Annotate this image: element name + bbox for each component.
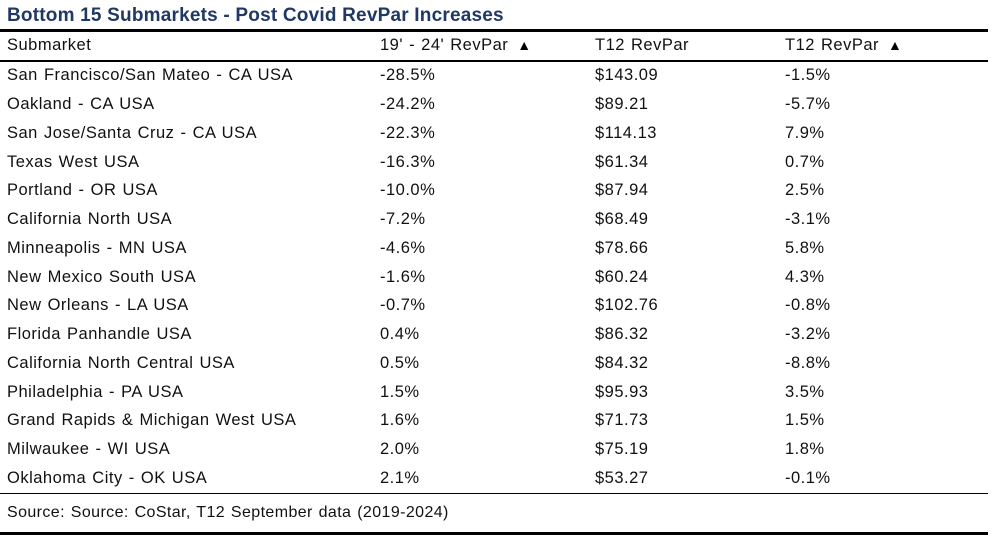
t12-revpar-change-cell: 1.5%	[785, 411, 825, 430]
t12-revpar-cell: $87.94	[595, 181, 649, 200]
submarket-cell: California North Central USA	[7, 353, 235, 372]
t12-revpar-cell: $86.32	[595, 325, 649, 344]
submarket-cell: California North USA	[7, 210, 173, 229]
t12-revpar-change-cell: -3.2%	[785, 325, 831, 344]
t12-revpar-cell: $71.73	[595, 411, 649, 430]
column-header-label: T12 RevPar	[785, 36, 880, 54]
t12-revpar-change-cell: -0.8%	[785, 296, 831, 315]
t12-revpar-cell: $102.76	[595, 296, 659, 315]
t12-revpar-change-cell: -8.8%	[785, 353, 831, 372]
table-row: Florida Panhandle USA 0.4% $86.32 -3.2%	[0, 320, 992, 349]
submarket-cell: Florida Panhandle USA	[7, 325, 192, 344]
revpar-change-19-24-cell: 0.5%	[380, 353, 420, 372]
table-row: San Jose/Santa Cruz - CA USA -22.3% $114.1…	[0, 119, 992, 148]
table-row: San Francisco/San Mateo - CA USA -28.5% $1…	[0, 62, 992, 91]
t12-revpar-change-cell: 5.8%	[785, 238, 825, 257]
submarket-cell: Grand Rapids & Michigan West USA	[7, 411, 297, 430]
table-row: Grand Rapids & Michigan West USA 1.6% $71.…	[0, 407, 992, 436]
revpar-change-19-24-cell: -16.3%	[380, 152, 436, 171]
revpar-change-19-24-cell: -22.3%	[380, 123, 436, 142]
revpar-change-19-24-cell: 1.5%	[380, 382, 420, 401]
t12-revpar-cell: $78.66	[595, 238, 649, 257]
table-row: Texas West USA -16.3% $61.34 0.7%	[0, 148, 992, 177]
t12-revpar-change-cell: -5.7%	[785, 95, 831, 114]
submarket-cell: Oklahoma City - OK USA	[7, 468, 208, 487]
table-row: Oklahoma City - OK USA 2.1% $53.27 -0.1%	[0, 464, 992, 493]
t12-revpar-change-cell: 0.7%	[785, 152, 825, 171]
column-header-t12-revpar: T12 RevPar ▲	[785, 36, 992, 55]
t12-revpar-change-cell: 1.8%	[785, 440, 825, 459]
delta-up-icon: ▲	[517, 37, 532, 53]
t12-revpar-cell: $84.32	[595, 353, 649, 372]
submarket-cell: Texas West USA	[7, 152, 140, 171]
column-header-submarket: Submarket	[7, 36, 380, 55]
revpar-change-19-24-cell: -24.2%	[380, 95, 436, 114]
revpar-change-19-24-cell: 2.1%	[380, 468, 420, 487]
submarket-cell: Portland - OR USA	[7, 181, 158, 200]
column-header-19-24-revpar: 19' - 24' RevPar ▲	[380, 36, 595, 55]
submarket-cell: San Francisco/San Mateo - CA USA	[7, 66, 294, 85]
t12-revpar-cell: $114.13	[595, 123, 657, 142]
table-row: California North Central USA 0.5% $84.32 -8…	[0, 349, 992, 378]
t12-revpar-change-cell: -3.1%	[785, 210, 831, 229]
table-row: Portland - OR USA -10.0% $87.94 2.5%	[0, 177, 992, 206]
t12-revpar-cell: $61.34	[595, 152, 649, 171]
revpar-change-19-24-cell: -4.6%	[380, 238, 426, 257]
t12-revpar-cell: $89.21	[595, 95, 649, 114]
title-divider	[0, 29, 988, 32]
revpar-change-19-24-cell: -28.5%	[380, 66, 436, 85]
submarket-cell: Philadelphia - PA USA	[7, 382, 184, 401]
revpar-change-19-24-cell: 1.6%	[380, 411, 420, 430]
source-note: Source: Source: CoStar, T12 September da…	[7, 504, 449, 522]
revpar-change-19-24-cell: -10.0%	[380, 181, 436, 200]
t12-revpar-change-cell: -1.5%	[785, 66, 831, 85]
revpar-change-19-24-cell: -7.2%	[380, 210, 426, 229]
revpar-change-19-24-cell: -1.6%	[380, 267, 426, 286]
table-row: New Mexico South USA -1.6% $60.24 4.3%	[0, 263, 992, 292]
column-header-label: Submarket	[7, 36, 92, 54]
t12-revpar-cell: $143.09	[595, 66, 659, 85]
revpar-change-19-24-cell: 0.4%	[380, 325, 420, 344]
submarket-cell: Minneapolis - MN USA	[7, 238, 187, 257]
t12-revpar-change-cell: 3.5%	[785, 382, 825, 401]
table-row: Milwaukee - WI USA 2.0% $75.19 1.8%	[0, 435, 992, 464]
header-divider	[0, 59, 988, 62]
t12-revpar-change-cell: 4.3%	[785, 267, 825, 286]
table-header-row: Submarket 19' - 24' RevPar ▲ T12 RevPar T12 …	[0, 32, 992, 60]
submarket-cell: San Jose/Santa Cruz - CA USA	[7, 123, 258, 142]
t12-revpar-cell: $68.49	[595, 210, 649, 229]
submarket-cell: Oakland - CA USA	[7, 95, 155, 114]
column-header-label: T12 RevPar	[595, 36, 690, 54]
table-row: Philadelphia - PA USA 1.5% $95.93 3.5%	[0, 378, 992, 407]
submarket-cell: New Orleans - LA USA	[7, 296, 189, 315]
table-row: California North USA -7.2% $68.49 -3.1%	[0, 205, 992, 234]
submarket-cell: Milwaukee - WI USA	[7, 440, 171, 459]
t12-revpar-change-cell: -0.1%	[785, 468, 831, 487]
bottom-divider	[0, 532, 988, 535]
t12-revpar-cell: $60.24	[595, 267, 649, 286]
table-body: San Francisco/San Mateo - CA USA -28.5% $1…	[0, 62, 992, 493]
footer-divider	[0, 492, 988, 495]
t12-revpar-cell: $75.19	[595, 440, 649, 459]
column-header-label: 19' - 24' RevPar	[380, 36, 509, 54]
page-title: Bottom 15 Submarkets - Post Covid RevPar…	[7, 4, 504, 26]
delta-up-icon: ▲	[888, 37, 903, 53]
submarket-cell: New Mexico South USA	[7, 267, 197, 286]
t12-revpar-cell: $53.27	[595, 468, 649, 487]
t12-revpar-change-cell: 2.5%	[785, 181, 825, 200]
revpar-change-19-24-cell: 2.0%	[380, 440, 420, 459]
table-row: New Orleans - LA USA -0.7% $102.76 -0.8%	[0, 292, 992, 321]
table-row: Oakland - CA USA -24.2% $89.21 -5.7%	[0, 90, 992, 119]
table-row: Minneapolis - MN USA -4.6% $78.66 5.8%	[0, 234, 992, 263]
revpar-change-19-24-cell: -0.7%	[380, 296, 426, 315]
t12-revpar-change-cell: 7.9%	[785, 123, 825, 142]
t12-revpar-cell: $95.93	[595, 382, 649, 401]
column-header-t12-revpar: T12 RevPar	[595, 36, 785, 55]
